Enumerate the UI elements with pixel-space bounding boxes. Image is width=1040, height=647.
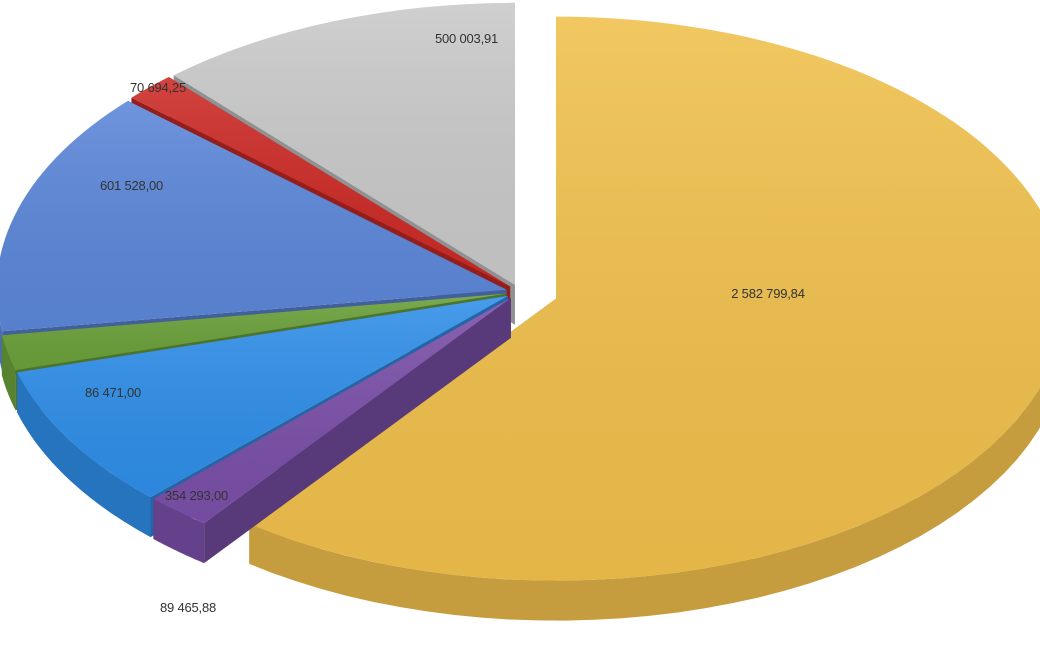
data-label: 500 003,91 bbox=[435, 31, 498, 46]
data-label: 70 694,25 bbox=[130, 80, 186, 95]
data-label: 89 465,88 bbox=[160, 600, 216, 615]
data-label: 354 293,00 bbox=[165, 488, 228, 503]
pie-slice bbox=[249, 16, 1040, 621]
data-label: 86 471,00 bbox=[85, 385, 141, 400]
pie-slice bbox=[0, 100, 507, 372]
data-label: 601 528,00 bbox=[100, 178, 163, 193]
pie-slice bbox=[153, 297, 511, 564]
data-label: 2 582 799,84 bbox=[731, 286, 805, 301]
